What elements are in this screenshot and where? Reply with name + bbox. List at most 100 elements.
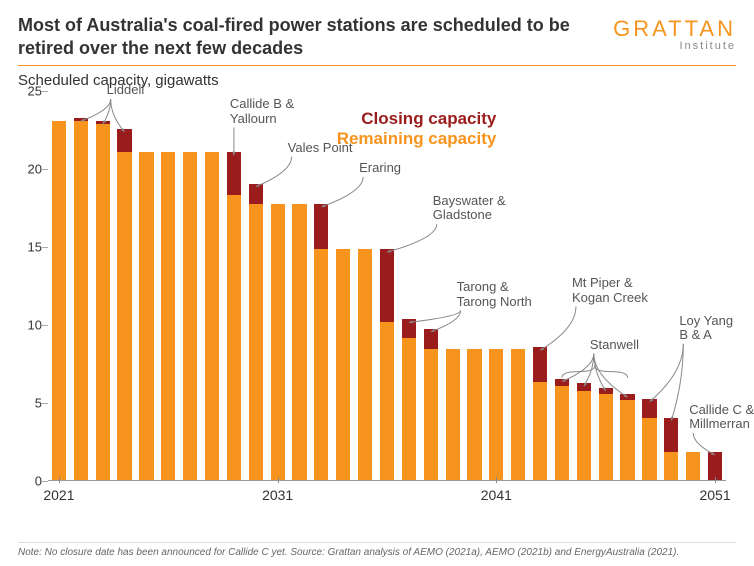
x-tick-label: 2031 <box>262 487 293 503</box>
bar-stack <box>577 383 591 480</box>
bar-remaining <box>402 338 416 480</box>
y-tick-label: 5 <box>35 396 42 411</box>
y-tick-label: 10 <box>28 318 42 333</box>
bar-remaining <box>555 386 569 480</box>
legend: Closing capacity Remaining capacity <box>337 109 497 150</box>
annotation-label: Bayswater &Gladstone <box>433 194 506 223</box>
bar-stack <box>664 418 678 480</box>
bar-remaining <box>511 349 525 480</box>
legend-closing: Closing capacity <box>337 109 497 129</box>
bar-closing <box>599 388 613 394</box>
bar-remaining <box>117 152 131 480</box>
bar-remaining <box>642 418 656 480</box>
annotation-label: Callide C &Millmerran <box>689 403 754 432</box>
bar-stack <box>555 379 569 480</box>
x-tick-mark <box>715 477 716 483</box>
bar-closing <box>708 452 722 480</box>
annotation-label: Mt Piper &Kogan Creek <box>572 276 648 305</box>
bar-remaining <box>686 452 700 480</box>
bar-closing <box>642 399 656 418</box>
bar-stack <box>161 152 175 480</box>
grattan-logo: GRATTAN Institute <box>613 16 736 52</box>
chart-title: Most of Australia's coal-fired power sta… <box>18 14 578 59</box>
legend-remaining: Remaining capacity <box>337 129 497 149</box>
x-tick-mark <box>496 477 497 483</box>
bar-stack <box>139 152 153 480</box>
bar-closing <box>96 121 110 124</box>
bar-stack <box>402 319 416 480</box>
bar-closing <box>577 383 591 391</box>
bar-remaining <box>139 152 153 480</box>
annotation-label: Liddell <box>107 83 145 97</box>
bar-remaining <box>489 349 503 480</box>
x-tick-label: 2051 <box>699 487 730 503</box>
bar-remaining <box>74 121 88 480</box>
bar-stack <box>358 249 372 480</box>
bar-remaining <box>664 452 678 480</box>
bar-remaining <box>599 394 613 480</box>
bar-remaining <box>380 322 394 480</box>
bar-stack <box>446 349 460 480</box>
bar-remaining <box>271 204 285 480</box>
bar-remaining <box>249 204 263 480</box>
bar-stack <box>205 152 219 480</box>
bar-remaining <box>446 349 460 480</box>
logo-text: GRATTAN <box>613 16 736 42</box>
bar-stack <box>271 204 285 480</box>
bar-remaining <box>424 349 438 480</box>
bar-stack <box>467 349 481 480</box>
y-axis: 0510152025 <box>18 91 48 481</box>
bar-closing <box>664 418 678 452</box>
bar-remaining <box>96 124 110 480</box>
bar-stack <box>599 388 613 480</box>
bar-closing <box>117 129 131 152</box>
bar-remaining <box>205 152 219 480</box>
bar-stack <box>380 249 394 480</box>
bar-remaining <box>467 349 481 480</box>
bar-closing <box>555 379 569 387</box>
bar-remaining <box>183 152 197 480</box>
footnote: Note: No closure date has been announced… <box>18 542 736 558</box>
y-tick-label: 20 <box>28 162 42 177</box>
bar-stack <box>74 118 88 480</box>
bar-stack <box>249 184 263 480</box>
bar-closing <box>74 118 88 121</box>
bar-remaining <box>52 121 66 480</box>
bar-stack <box>511 349 525 480</box>
bar-stack <box>642 399 656 480</box>
bar-closing <box>620 394 634 400</box>
bar-stack <box>227 152 241 480</box>
bar-closing <box>227 152 241 194</box>
bar-stack <box>686 452 700 480</box>
bar-stack <box>708 452 722 480</box>
annotation-label: Callide B &Yallourn <box>230 97 294 126</box>
bar-stack <box>424 329 438 480</box>
bar-stack <box>533 347 547 480</box>
bar-stack <box>96 121 110 480</box>
bar-closing <box>380 249 394 322</box>
x-tick-mark <box>59 477 60 483</box>
bar-stack <box>183 152 197 480</box>
bar-stack <box>314 204 328 480</box>
bar-closing <box>314 204 328 249</box>
bar-remaining <box>227 195 241 480</box>
annotation-label: Loy YangB & A <box>679 314 733 343</box>
bar-closing <box>533 347 547 381</box>
bar-stack <box>292 204 306 480</box>
annotation-label: Vales Point <box>288 141 353 155</box>
y-tick-label: 15 <box>28 240 42 255</box>
annotation-label: Stanwell <box>590 338 639 352</box>
bar-closing <box>249 184 263 204</box>
bar-remaining <box>620 400 634 480</box>
plot-area: Closing capacity Remaining capacity Lidd… <box>48 91 726 481</box>
bar-stack <box>489 349 503 480</box>
bar-closing <box>424 329 438 349</box>
x-axis: 2021203120412051 <box>48 481 726 511</box>
bar-remaining <box>577 391 591 480</box>
bar-remaining <box>314 249 328 480</box>
bar-remaining <box>336 249 350 480</box>
y-tick-label: 0 <box>35 474 42 489</box>
bar-stack <box>52 121 66 480</box>
annotation-label: Eraring <box>359 161 401 175</box>
bar-remaining <box>358 249 372 480</box>
